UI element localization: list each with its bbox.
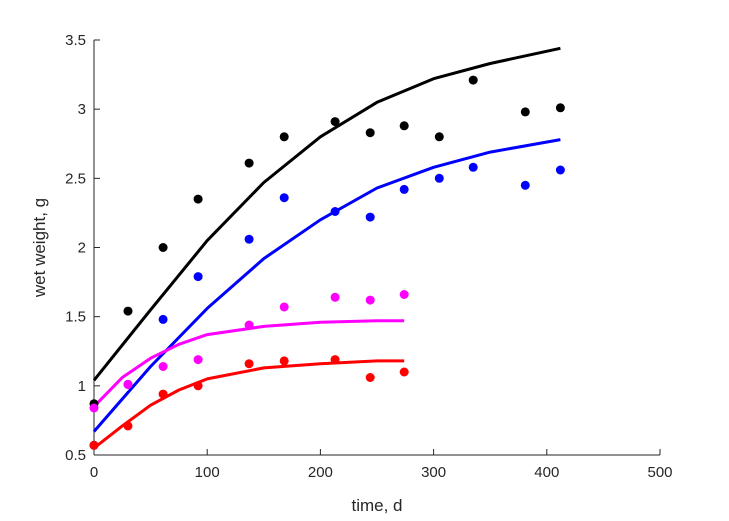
data-point-series-1 — [158, 243, 168, 252]
y-tick-label: 1.5 — [65, 309, 86, 326]
fit-line-series-2 — [92, 138, 561, 433]
data-point-series-1 — [468, 75, 478, 85]
x-tick-label: 400 — [534, 464, 559, 481]
data-point-series-1 — [244, 158, 254, 168]
data-points — [89, 75, 565, 450]
x-tick-label: 300 — [421, 464, 446, 481]
data-point-series-3 — [330, 292, 340, 302]
x-axis-title: time, d — [351, 496, 402, 515]
data-point-series-3 — [244, 320, 254, 330]
data-point-series-2 — [330, 207, 340, 216]
fit-lines — [92, 46, 561, 450]
fit-line-series-1 — [92, 46, 561, 382]
y-tick-label: 2 — [78, 240, 86, 257]
data-point-series-1 — [330, 117, 340, 127]
y-tick-label: 3.5 — [65, 32, 86, 49]
x-tick-label: 100 — [195, 464, 220, 481]
data-point-series-3 — [89, 403, 99, 413]
data-point-series-3 — [158, 362, 168, 371]
y-ticks: 0.5 1 1.5 2 2.5 3 3.5 — [65, 32, 100, 464]
data-point-series-1 — [365, 128, 375, 138]
y-tick-label: 1 — [78, 378, 86, 395]
data-point-series-4 — [193, 381, 203, 391]
data-point-series-1 — [555, 103, 565, 113]
data-point-series-1 — [279, 132, 289, 142]
y-axis-title: wet weight, g — [30, 198, 49, 298]
data-point-series-1 — [193, 194, 203, 204]
data-point-series-2 — [193, 272, 203, 282]
data-point-series-1 — [123, 306, 133, 316]
data-point-series-2 — [434, 173, 444, 183]
data-point-series-2 — [520, 180, 530, 190]
y-tick-label: 0.5 — [65, 447, 86, 464]
data-point-series-2 — [468, 162, 478, 172]
data-point-series-2 — [279, 193, 289, 203]
x-ticks: 0 100 200 300 400 500 — [90, 449, 673, 481]
data-point-series-4 — [244, 359, 254, 369]
data-point-series-3 — [399, 290, 409, 299]
data-point-series-3 — [365, 295, 375, 305]
x-tick-label: 500 — [647, 464, 672, 481]
y-tick-label: 2.5 — [65, 170, 86, 187]
data-point-series-4 — [89, 440, 99, 450]
x-tick-label: 200 — [308, 464, 333, 481]
fit-line-series-3 — [92, 319, 405, 408]
x-tick-label: 0 — [90, 464, 98, 481]
data-point-series-4 — [279, 356, 289, 366]
data-point-series-4 — [399, 367, 409, 377]
data-point-series-2 — [158, 314, 168, 324]
data-point-series-4 — [365, 373, 375, 382]
data-point-series-1 — [399, 121, 409, 131]
data-point-series-2 — [244, 234, 254, 244]
y-tick-label: 3 — [78, 101, 86, 118]
data-point-series-2 — [399, 184, 409, 194]
fit-line-series-4 — [93, 359, 405, 450]
data-point-series-1 — [434, 132, 444, 142]
data-point-series-3 — [279, 302, 289, 312]
data-point-series-3 — [123, 379, 133, 389]
data-point-series-4 — [330, 355, 340, 365]
data-point-series-4 — [123, 421, 133, 431]
data-point-series-2 — [555, 165, 565, 175]
data-point-series-4 — [158, 389, 168, 399]
data-point-series-1 — [520, 107, 530, 117]
data-point-series-2 — [365, 212, 375, 222]
data-point-series-3 — [193, 355, 203, 365]
